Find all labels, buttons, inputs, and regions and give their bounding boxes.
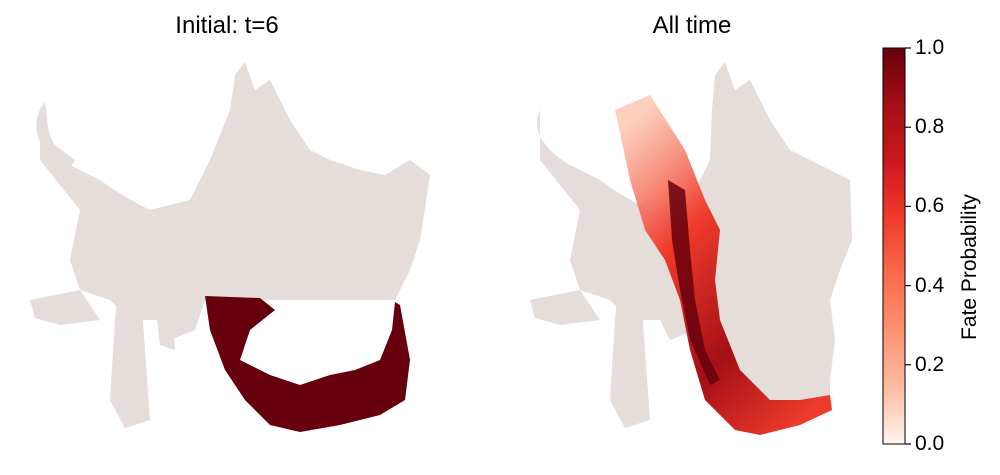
colorbar-tick-label: 0.0 [915,432,945,455]
left-highlight-lobe [205,296,410,432]
right-fate-core [668,180,720,385]
colorbar-tick-label: 1.0 [915,36,945,59]
left-embedding-arm [36,102,75,168]
right-embedding-branch-1 [610,260,650,428]
right-embedding-branch-2 [530,290,600,325]
colorbar-tick-label: 0.8 [915,115,945,139]
right-fate-band [615,95,832,435]
left-embedding-branch-1 [110,260,150,428]
colorbar-gradient [882,47,906,445]
panel-title-initial: Initial: t=6 [175,12,279,39]
panel-title-all-time: All time [652,12,732,39]
left-embedding-body [36,62,431,340]
left-embedding-branch-3 [30,290,100,325]
colorbar-label: Fate Probability [958,194,981,340]
colorbar-tick-label: 0.2 [915,352,945,376]
left-embedding [30,62,431,428]
colorbar-tick-label: 0.6 [915,194,945,218]
colorbar-tick-label: 0.4 [915,273,945,297]
colorbar-ticks [905,47,911,445]
left-embedding-branch-2 [150,260,175,350]
